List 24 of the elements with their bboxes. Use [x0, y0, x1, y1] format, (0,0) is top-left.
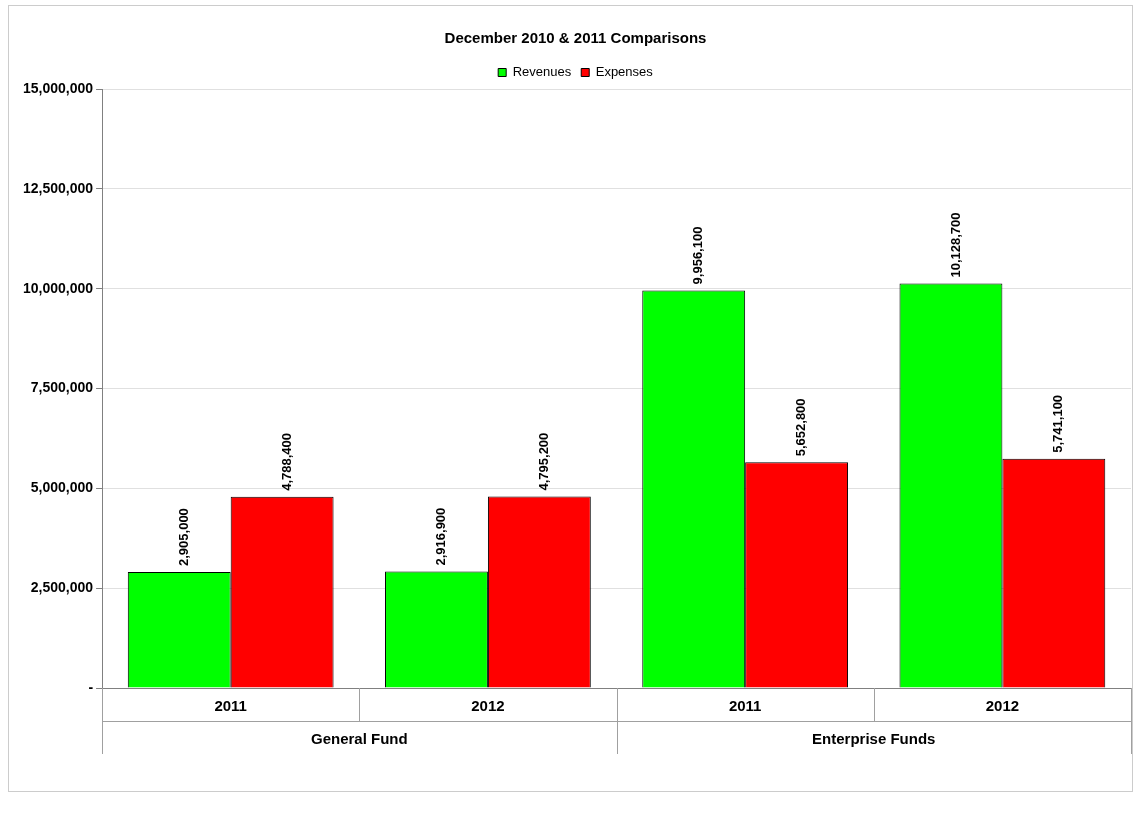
legend-label: Expenses	[595, 64, 654, 80]
text: Enterprise Funds	[812, 730, 936, 748]
data-label: 4,795,200	[535, 432, 551, 491]
data-label: 5,652,800	[793, 398, 809, 457]
legend-label: Revenues	[512, 64, 572, 80]
data-label: 5,741,100	[1050, 394, 1066, 453]
text: General Fund	[310, 730, 408, 748]
y-tick-label: 7,500,000	[30, 379, 94, 396]
data-label: 2,905,000	[175, 508, 191, 566]
y-tick-label: 12,500,000	[22, 179, 94, 196]
y-tick-label: 15,000,000	[22, 79, 94, 96]
x-tick-label: 2012	[471, 697, 505, 715]
y-tick-label: 2,500,000	[30, 579, 94, 596]
y-tick-label: 5,000,000	[30, 479, 94, 496]
y-tick-label: -	[88, 678, 94, 695]
x-tick-label: 2011	[214, 697, 247, 715]
x-tick-label: 2011	[728, 697, 762, 715]
data-label: 4,788,400	[278, 432, 294, 491]
y-tick-label: 10,000,000	[22, 279, 94, 296]
data-label: 9,956,100	[690, 226, 706, 285]
data-label: 10,128,700	[947, 212, 963, 278]
chart-title: December 2010 & 2011 Comparisons	[444, 29, 707, 47]
data-label: 2,916,900	[433, 507, 449, 566]
x-tick-label: 2012	[985, 697, 1020, 715]
